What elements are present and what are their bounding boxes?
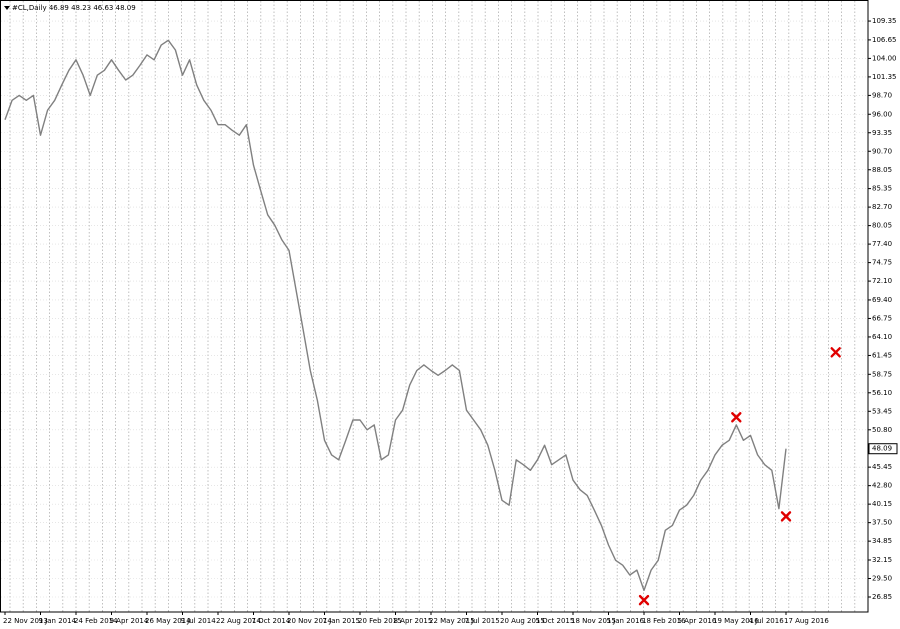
- y-tick-label: 42.80: [872, 482, 892, 490]
- y-tick-label: 80.05: [872, 222, 892, 230]
- y-tick-label: 69.40: [872, 296, 892, 304]
- x-tick-label: 8 Apr 2015: [394, 617, 433, 625]
- x-tick-label: 9 Apr 2014: [110, 617, 149, 625]
- y-tick-label: 50.80: [872, 426, 892, 434]
- x-tick-label: 9 Jul 2014: [181, 617, 217, 625]
- chart-title: #CL,Daily 46.89 48.23 46.63 48.09: [12, 4, 136, 12]
- y-tick-label: 88.05: [872, 166, 892, 174]
- y-tick-label: 56.10: [872, 389, 892, 397]
- y-tick-label: 32.15: [872, 556, 892, 564]
- x-tick-label: 4 Jul 2016: [749, 617, 785, 625]
- y-tick-label: 61.45: [872, 351, 892, 359]
- plot-frame: [0, 0, 869, 613]
- x-tick-label: 24 Feb 2014: [74, 617, 118, 625]
- y-tick-label: 101.35: [872, 73, 897, 81]
- price-line: [4, 39, 787, 592]
- x-tick-label: 22 Nov 2013: [3, 617, 48, 625]
- x-tick-label: 20 Aug 2015: [500, 617, 545, 625]
- y-tick-label: 85.35: [872, 185, 892, 193]
- x-tick-label: 18 Feb 2016: [642, 617, 686, 625]
- y-tick-label: 109.35: [872, 17, 897, 25]
- x-tick-label: 7 Oct 2014: [252, 617, 291, 625]
- x-tick-label: 5 Oct 2015: [536, 617, 575, 625]
- x-tick-label: 22 Aug 2014: [216, 617, 261, 625]
- y-tick-label: 29.50: [872, 574, 892, 582]
- y-tick-label: 90.70: [872, 147, 892, 155]
- x-marker: [638, 594, 650, 606]
- menu-arrow[interactable]: [4, 6, 10, 10]
- x-marker: [731, 412, 742, 423]
- x-tick-label: 26 May 2014: [145, 617, 191, 625]
- y-tick-label: 98.70: [872, 91, 892, 99]
- x-marker: [830, 347, 841, 358]
- x-tick-label: 20 Nov 2014: [287, 617, 332, 625]
- y-tick-label: 34.85: [872, 537, 892, 545]
- y-tick-label: 77.40: [872, 240, 892, 248]
- y-tick-label: 82.70: [872, 203, 892, 211]
- last-price-label: 48.09: [872, 445, 892, 453]
- x-marker: [780, 511, 792, 522]
- x-tick-label: 20 Feb 2015: [358, 617, 402, 625]
- y-tick-label: 40.15: [872, 500, 892, 508]
- x-tick-label: 18 Nov 2015: [571, 617, 616, 625]
- y-tick-label: 104.00: [872, 54, 897, 62]
- y-tick-label: 106.65: [872, 36, 897, 44]
- y-tick-label: 58.75: [872, 370, 892, 378]
- x-tick-label: 5 Apr 2016: [678, 617, 717, 625]
- y-tick-label: 53.45: [872, 407, 892, 415]
- x-tick-label: 5 Jan 2016: [607, 617, 645, 625]
- x-tick-label: 19 May 2016: [713, 617, 759, 625]
- y-tick-label: 45.45: [872, 463, 892, 471]
- x-tick-label: 22 May 2015: [429, 617, 475, 625]
- y-tick-label: 74.75: [872, 259, 892, 267]
- y-tick-label: 37.50: [872, 519, 892, 527]
- y-tick-label: 26.85: [872, 593, 892, 601]
- x-tick-label: 9 Jan 2014: [39, 617, 77, 625]
- y-tick-label: 96.00: [872, 110, 892, 118]
- x-tick-label: 7 Jan 2015: [323, 617, 361, 625]
- last-price-box: [868, 443, 898, 455]
- y-tick-label: 66.75: [872, 314, 892, 322]
- y-tick-label: 64.10: [872, 333, 892, 341]
- x-tick-label: 7 Jul 2015: [465, 617, 500, 625]
- y-tick-label: 72.10: [872, 277, 892, 285]
- y-tick-label: 93.35: [872, 129, 892, 137]
- x-tick-label: 17 Aug 2016: [784, 617, 829, 625]
